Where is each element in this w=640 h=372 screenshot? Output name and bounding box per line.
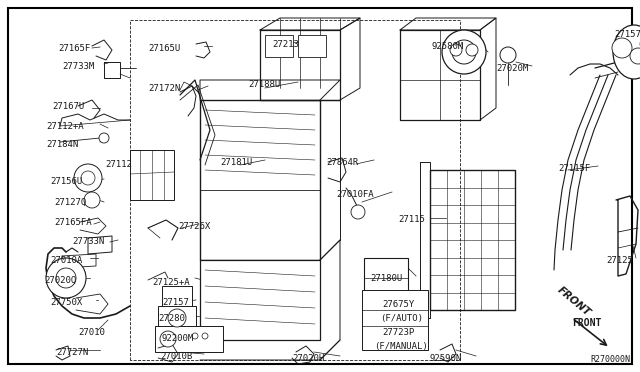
Text: 27125+A: 27125+A xyxy=(152,278,189,287)
Text: 27115: 27115 xyxy=(398,215,425,224)
Text: 92580M: 92580M xyxy=(432,42,464,51)
Text: 27112+A: 27112+A xyxy=(46,122,84,131)
Text: 27181U: 27181U xyxy=(220,158,252,167)
Text: 27020Q: 27020Q xyxy=(44,276,76,285)
Text: 27165F: 27165F xyxy=(58,44,90,53)
Text: 27188U: 27188U xyxy=(248,80,280,89)
Circle shape xyxy=(56,268,76,288)
Bar xyxy=(158,306,196,330)
Circle shape xyxy=(81,171,95,185)
Text: 27127Q: 27127Q xyxy=(54,198,86,207)
Text: 27184N: 27184N xyxy=(46,140,78,149)
Text: 27180U: 27180U xyxy=(370,274,403,283)
Circle shape xyxy=(74,164,102,192)
Text: 27020M: 27020M xyxy=(496,64,528,73)
Circle shape xyxy=(202,333,208,339)
Text: 27167U: 27167U xyxy=(52,102,84,111)
Text: 27733N: 27733N xyxy=(72,237,104,246)
Text: 27723P: 27723P xyxy=(382,328,414,337)
Text: 27157A: 27157A xyxy=(614,30,640,39)
Text: 27165U: 27165U xyxy=(148,44,180,53)
Circle shape xyxy=(351,205,365,219)
Text: 27165FA: 27165FA xyxy=(54,218,92,227)
Bar xyxy=(364,258,408,308)
Text: 27280: 27280 xyxy=(158,314,185,323)
Text: 27112: 27112 xyxy=(105,160,132,169)
Circle shape xyxy=(84,192,100,208)
Bar xyxy=(130,150,174,200)
Text: R270000N: R270000N xyxy=(590,355,630,364)
Text: 27675Y: 27675Y xyxy=(382,300,414,309)
Text: 92590N: 92590N xyxy=(430,354,462,363)
Circle shape xyxy=(192,333,198,339)
Text: 27156U: 27156U xyxy=(50,177,83,186)
Text: (F/AUTO): (F/AUTO) xyxy=(380,314,423,323)
Bar xyxy=(298,35,326,57)
Circle shape xyxy=(160,331,176,347)
Circle shape xyxy=(452,40,476,64)
Bar xyxy=(362,290,428,350)
Text: 27213: 27213 xyxy=(272,40,299,49)
Text: FRONT: FRONT xyxy=(572,318,602,328)
Text: 27157: 27157 xyxy=(162,298,189,307)
Text: 27125: 27125 xyxy=(606,256,633,265)
Text: 92200M: 92200M xyxy=(162,334,195,343)
Text: 27727N: 27727N xyxy=(56,348,88,357)
Circle shape xyxy=(442,30,486,74)
Text: 27020H: 27020H xyxy=(292,354,324,363)
Text: 27115F: 27115F xyxy=(558,164,590,173)
Circle shape xyxy=(168,309,186,327)
Text: 27864R: 27864R xyxy=(326,158,358,167)
Circle shape xyxy=(466,44,478,56)
Bar xyxy=(265,35,293,57)
Text: 27726X: 27726X xyxy=(178,222,211,231)
Bar xyxy=(155,326,223,352)
Circle shape xyxy=(630,48,640,64)
Ellipse shape xyxy=(613,25,640,79)
Text: 27010B: 27010B xyxy=(160,352,192,361)
Circle shape xyxy=(46,258,86,298)
Text: 27750X: 27750X xyxy=(50,298,83,307)
Bar xyxy=(162,286,192,316)
Text: 27010: 27010 xyxy=(78,328,105,337)
Bar xyxy=(200,260,320,340)
Text: 27172N: 27172N xyxy=(148,84,180,93)
Circle shape xyxy=(450,44,462,56)
Text: 27733M: 27733M xyxy=(62,62,94,71)
Circle shape xyxy=(612,38,632,58)
Text: (F/MANUAL): (F/MANUAL) xyxy=(374,342,428,351)
Text: 27010FA: 27010FA xyxy=(336,190,374,199)
Text: FRONT: FRONT xyxy=(555,285,592,318)
Text: 27010A: 27010A xyxy=(50,256,83,265)
Circle shape xyxy=(99,133,109,143)
Circle shape xyxy=(500,47,516,63)
